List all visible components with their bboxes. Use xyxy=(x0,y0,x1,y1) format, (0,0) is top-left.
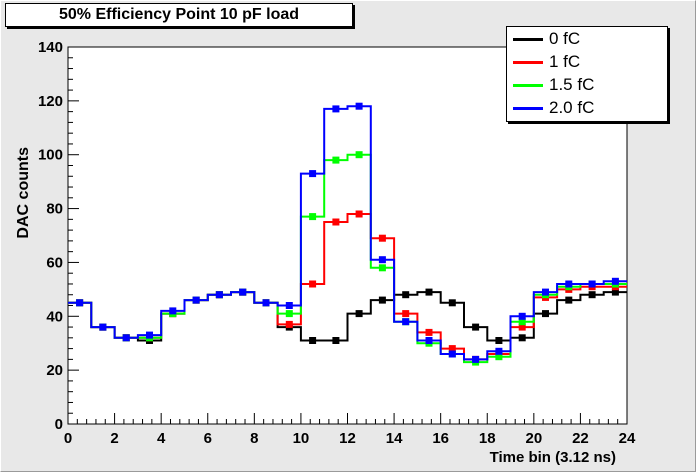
x-axis-label: Time bin (3.12 ns) xyxy=(490,449,616,466)
y-tick-label-0: 0 xyxy=(55,416,63,433)
data-point-s0-13 xyxy=(378,296,386,304)
x-tick-label-4: 8 xyxy=(250,430,258,447)
data-point-s2-13 xyxy=(378,264,386,272)
legend-label-0: 0 fC xyxy=(549,29,581,48)
x-tick-label-5: 10 xyxy=(293,430,310,447)
data-point-s1-12 xyxy=(355,210,363,218)
data-point-s0-17 xyxy=(472,323,480,331)
data-point-s0-19 xyxy=(518,334,526,342)
data-point-s3-2 xyxy=(122,334,130,342)
data-point-s1-16 xyxy=(448,345,456,353)
data-point-s2-11 xyxy=(332,156,340,164)
data-point-s1-13 xyxy=(378,234,386,242)
data-point-s3-16 xyxy=(448,350,456,358)
series-line-3 xyxy=(68,105,627,361)
data-point-s2-12 xyxy=(355,151,363,159)
data-point-s0-10 xyxy=(309,337,317,344)
data-point-s0-21 xyxy=(565,296,573,304)
data-point-s1-14 xyxy=(402,310,410,318)
data-point-s0-16 xyxy=(448,299,456,307)
data-point-s3-18 xyxy=(495,347,503,355)
data-point-s3-13 xyxy=(378,256,386,264)
y-tick-label-6: 120 xyxy=(38,93,63,110)
data-point-s3-1 xyxy=(99,323,107,331)
x-tick-label-2: 4 xyxy=(157,430,166,447)
data-point-s0-22 xyxy=(588,291,596,299)
data-point-s0-20 xyxy=(542,310,549,318)
data-point-s0-23 xyxy=(611,288,619,296)
data-point-s1-11 xyxy=(332,218,340,226)
data-point-s3-22 xyxy=(588,280,596,288)
legend: 0 fC 1 fC 1.5 fC 2.0 fC xyxy=(506,26,668,122)
data-point-s3-17 xyxy=(472,355,480,363)
data-point-s0-15 xyxy=(425,288,433,296)
data-point-s3-8 xyxy=(262,299,270,307)
x-tick-label-8: 16 xyxy=(432,430,449,447)
data-point-s0-11 xyxy=(332,337,340,344)
legend-entry-3: 2.0 fC xyxy=(507,97,667,119)
y-tick-label-7: 140 xyxy=(38,39,63,56)
legend-entry-2: 1.5 fC xyxy=(507,74,667,96)
y-tick-label-4: 80 xyxy=(46,201,63,218)
legend-entry-0: 0 fC xyxy=(507,28,667,50)
data-point-s2-19 xyxy=(518,318,526,326)
data-point-s1-19 xyxy=(518,323,526,331)
legend-entry-1: 1 fC xyxy=(507,51,667,73)
data-point-s0-12 xyxy=(355,310,363,318)
legend-swatch-1 xyxy=(513,61,543,64)
legend-swatch-2 xyxy=(513,84,543,87)
data-point-s0-14 xyxy=(402,291,410,299)
x-tick-label-10: 20 xyxy=(525,430,542,447)
data-point-s3-9 xyxy=(285,302,293,309)
x-tick-label-0: 0 xyxy=(64,430,72,447)
data-point-s3-15 xyxy=(425,337,433,344)
data-point-s3-6 xyxy=(215,291,223,299)
data-point-s3-20 xyxy=(542,288,549,296)
x-tick-label-12: 24 xyxy=(619,430,636,447)
data-point-s3-3 xyxy=(146,331,153,339)
data-point-s1-10 xyxy=(309,280,317,288)
data-point-s2-10 xyxy=(309,213,317,221)
data-point-s3-21 xyxy=(565,280,573,288)
data-point-s2-18 xyxy=(495,353,503,361)
x-tick-label-3: 6 xyxy=(204,430,212,447)
data-point-s1-9 xyxy=(285,320,293,328)
y-axis-label: DAC counts xyxy=(15,147,32,239)
x-tick-label-11: 22 xyxy=(572,430,589,447)
data-point-s3-7 xyxy=(239,288,247,296)
data-point-s3-4 xyxy=(169,307,177,315)
y-tick-label-5: 100 xyxy=(38,147,63,164)
data-point-s1-15 xyxy=(425,328,433,336)
x-tick-label-9: 18 xyxy=(479,430,496,447)
data-point-s3-11 xyxy=(332,105,340,113)
data-point-s3-19 xyxy=(518,312,526,320)
data-point-s2-9 xyxy=(285,310,293,318)
legend-swatch-3 xyxy=(513,107,543,110)
data-point-s3-5 xyxy=(192,296,200,304)
data-point-s3-10 xyxy=(309,170,317,178)
y-tick-label-1: 20 xyxy=(46,362,63,379)
data-point-s0-18 xyxy=(495,337,503,344)
legend-label-1: 1 fC xyxy=(549,52,581,71)
x-tick-label-7: 14 xyxy=(386,430,403,447)
y-tick-label-2: 40 xyxy=(46,308,63,325)
data-point-s3-23 xyxy=(611,277,619,285)
legend-label-2: 1.5 fC xyxy=(549,75,595,94)
data-point-s3-12 xyxy=(355,102,363,110)
y-tick-label-3: 60 xyxy=(46,254,63,271)
data-point-s3-0 xyxy=(76,299,84,307)
legend-swatch-0 xyxy=(513,38,543,41)
chart-title: 50% Efficiency Point 10 pF load xyxy=(5,3,353,27)
data-point-s3-14 xyxy=(402,318,410,326)
series-layer xyxy=(68,102,627,366)
legend-label-3: 2.0 fC xyxy=(549,98,595,117)
x-tick-label-6: 12 xyxy=(339,430,356,447)
x-tick-label-1: 2 xyxy=(110,430,118,447)
